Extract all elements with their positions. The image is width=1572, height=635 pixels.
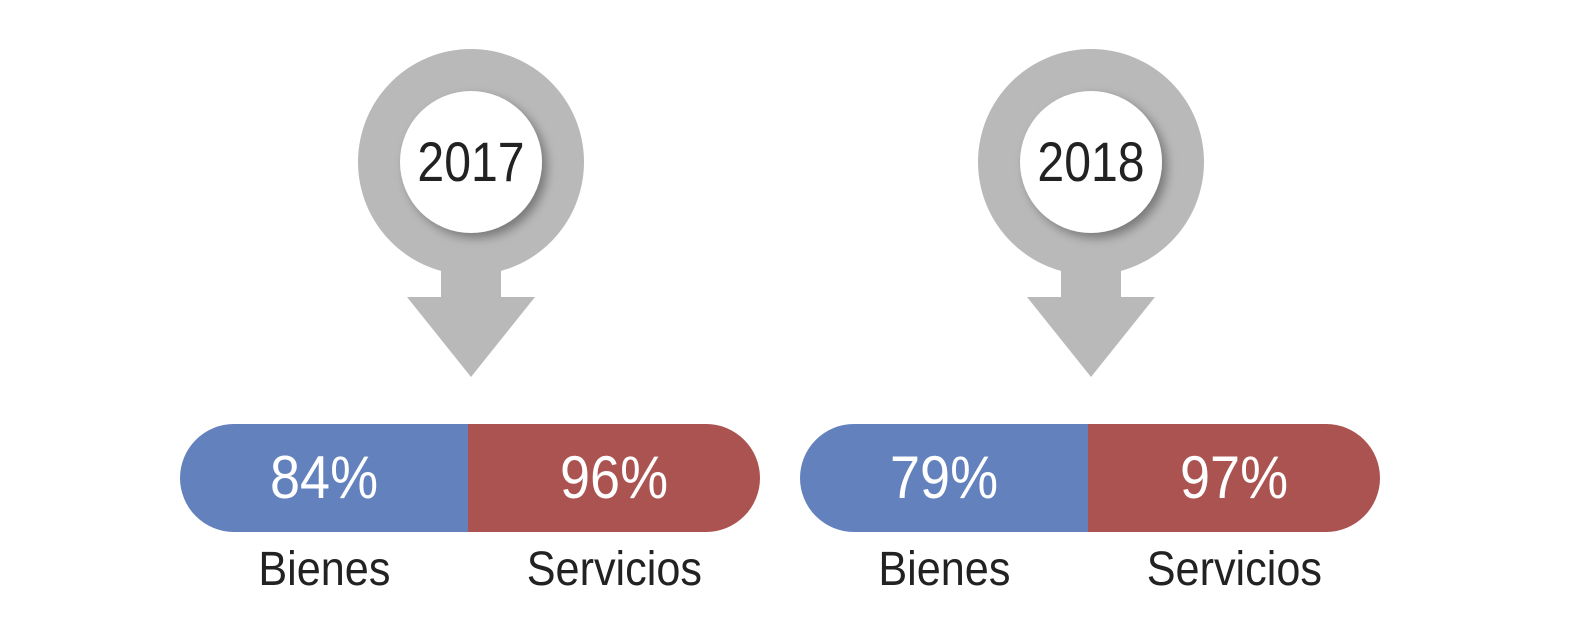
servicios-segment: 97% <box>1088 424 1380 532</box>
bienes-label-text: Bienes <box>877 543 1011 596</box>
servicios-label-text: Servicios <box>1146 543 1322 596</box>
bienes-segment: 79% <box>800 424 1088 532</box>
bienes-value: 84% <box>269 444 379 511</box>
servicios-segment: 96% <box>468 424 760 532</box>
servicios-value: 96% <box>559 444 669 511</box>
bienes-label-text: Bienes <box>257 543 391 596</box>
servicios-label: Servicios <box>1088 538 1380 602</box>
servicios-label-text: Servicios <box>526 543 702 596</box>
year-label: 2018 <box>1037 130 1145 193</box>
bienes-value: 79% <box>889 444 999 511</box>
percentage-bar: 79% 97% <box>800 424 1380 532</box>
location-pin-icon <box>358 49 584 377</box>
bienes-segment: 84% <box>180 424 468 532</box>
bienes-label: Bienes <box>800 538 1088 602</box>
servicios-label: Servicios <box>468 538 760 602</box>
bienes-label: Bienes <box>180 538 468 602</box>
percentage-bar: 84% 96% <box>180 424 760 532</box>
panel-2018: 2018 79% 97% Bienes Servicios <box>800 0 1380 635</box>
location-pin-icon <box>978 49 1204 377</box>
servicios-value: 97% <box>1179 444 1289 511</box>
year-label: 2017 <box>417 130 525 193</box>
panel-2017: 2017 84% 96% Bienes Servicios <box>180 0 760 635</box>
